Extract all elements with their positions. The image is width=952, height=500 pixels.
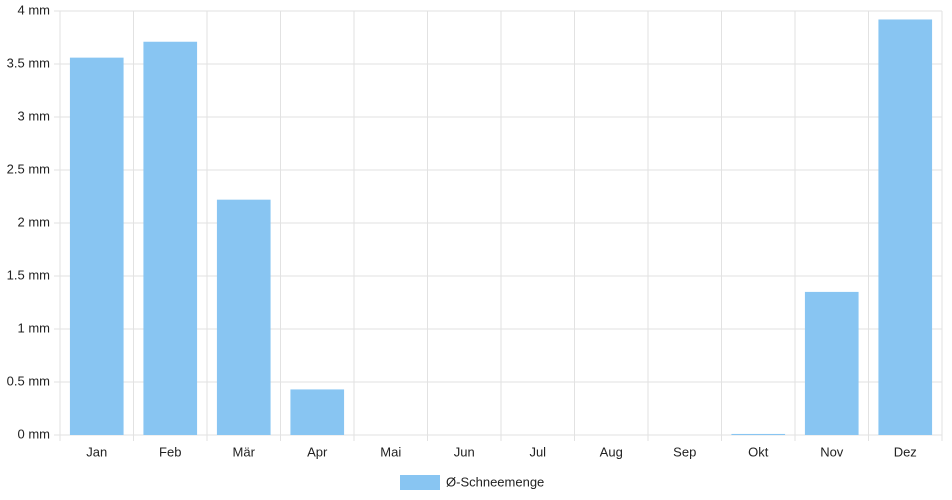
y-tick-label: 0.5 mm xyxy=(7,373,50,388)
y-tick-label: 0 mm xyxy=(18,426,51,441)
x-tick-label: Aug xyxy=(600,444,623,459)
y-tick-label: 4 mm xyxy=(18,2,51,17)
y-tick-label: 3.5 mm xyxy=(7,55,50,70)
x-tick-label: Mai xyxy=(380,444,401,459)
x-tick-label: Feb xyxy=(159,444,181,459)
x-tick-label: Jan xyxy=(86,444,107,459)
bar xyxy=(216,199,271,435)
y-tick-label: 1.5 mm xyxy=(7,267,50,282)
y-tick-label: 3 mm xyxy=(18,108,51,123)
x-tick-label: Jun xyxy=(454,444,475,459)
bar xyxy=(290,389,345,435)
y-tick-label: 2 mm xyxy=(18,214,51,229)
legend-label: Ø-Schneemenge xyxy=(446,474,544,489)
x-tick-label: Mär xyxy=(233,444,256,459)
bar xyxy=(731,433,786,435)
x-tick-label: Okt xyxy=(748,444,769,459)
legend-swatch xyxy=(400,475,440,490)
x-tick-label: Jul xyxy=(529,444,546,459)
x-tick-label: Dez xyxy=(894,444,917,459)
x-tick-label: Sep xyxy=(673,444,696,459)
x-tick-label: Nov xyxy=(820,444,844,459)
bar xyxy=(804,291,859,435)
x-tick-label: Apr xyxy=(307,444,328,459)
y-tick-label: 1 mm xyxy=(18,320,51,335)
bar xyxy=(878,19,933,435)
y-tick-label: 2.5 mm xyxy=(7,161,50,176)
bar xyxy=(143,41,198,436)
bar xyxy=(69,57,124,435)
